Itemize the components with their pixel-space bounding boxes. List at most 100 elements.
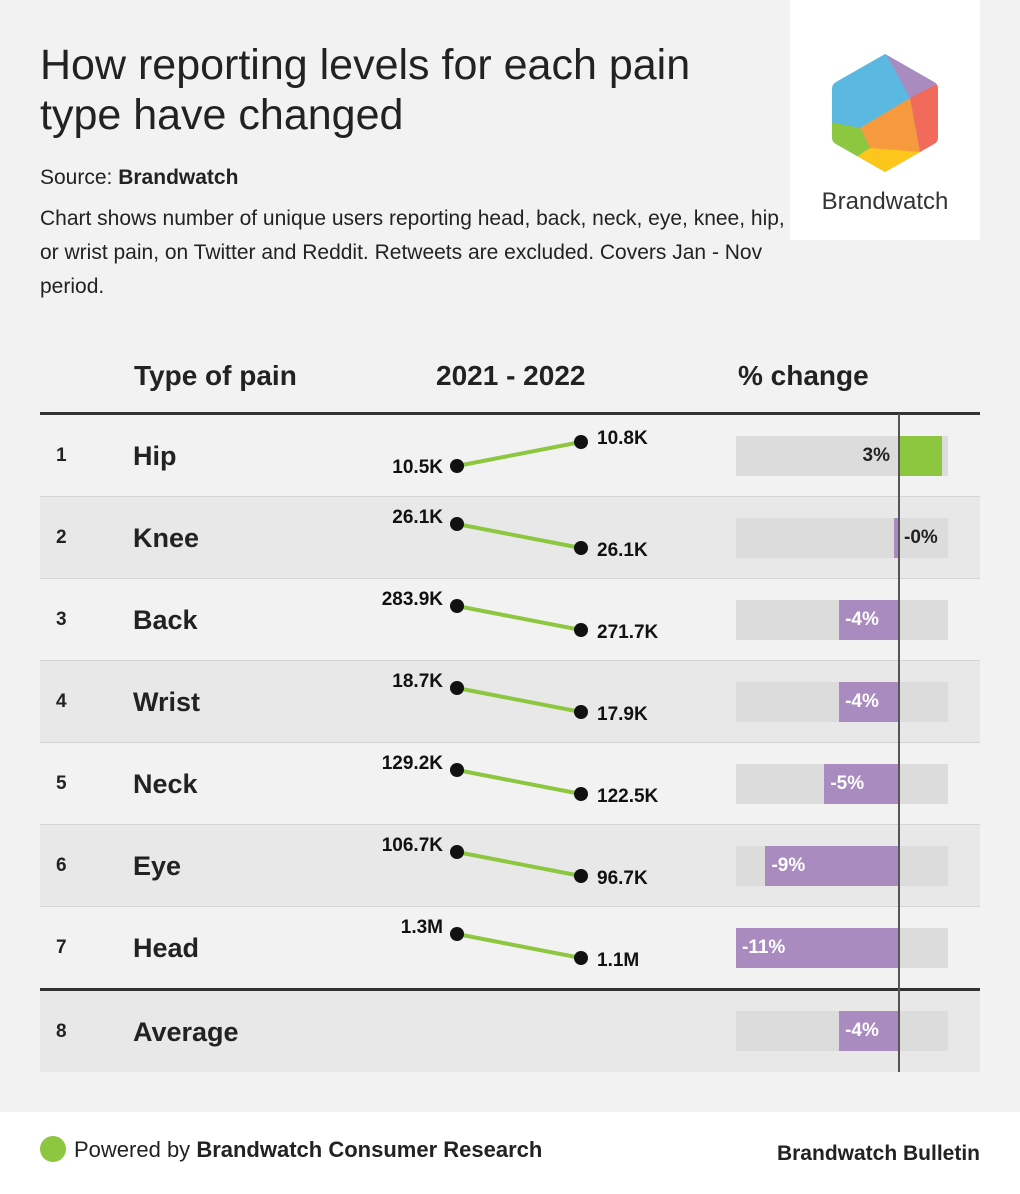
pain-type-label: Hip <box>133 441 177 471</box>
slope-line <box>456 686 582 714</box>
row-rank: 5 <box>56 773 67 794</box>
value-2021-label: 283.9K <box>382 589 444 610</box>
point-2021 <box>450 763 464 777</box>
bulletin-label: Brandwatch Bulletin <box>776 1142 980 1165</box>
green-dot-icon <box>40 1136 66 1162</box>
pct-bar <box>898 436 943 476</box>
point-2021 <box>450 845 464 859</box>
point-2021 <box>450 599 464 613</box>
header-type-of-pain: Type of pain <box>134 360 297 391</box>
pain-type-label: Wrist <box>133 687 201 717</box>
slope-chart: 129.2K 122.5K <box>382 753 659 807</box>
value-2022-label: 96.7K <box>597 868 648 889</box>
pct-label: -9% <box>771 855 806 876</box>
pct-bar <box>765 846 898 886</box>
row-rank: 2 <box>56 527 67 548</box>
pain-type-label: Head <box>133 933 200 963</box>
chart-description: Chart shows number of unique users repor… <box>40 207 785 298</box>
value-2022-label: 122.5K <box>597 786 659 807</box>
slope-line <box>456 604 582 632</box>
value-2022-label: 26.1K <box>597 540 648 561</box>
slope-line <box>456 850 582 878</box>
pct-bar <box>839 600 898 640</box>
point-2021 <box>450 927 464 941</box>
row-divider <box>40 496 980 497</box>
pain-type-label: Neck <box>133 769 198 799</box>
slope-chart: 26.1K 26.1K <box>392 507 648 561</box>
pct-label: 3% <box>862 445 890 466</box>
average-label: Average <box>133 1017 239 1047</box>
pct-label: -5% <box>830 773 865 794</box>
point-2022 <box>574 435 588 449</box>
source-line: Source: Brandwatch <box>40 166 238 190</box>
slope-line <box>456 768 582 796</box>
row-rank: 7 <box>56 937 67 958</box>
slope-line <box>456 932 582 960</box>
table-row: 1 Hip 10.5K 10.8K 3% <box>40 415 980 497</box>
slope-chart: 10.5K 10.8K <box>392 428 648 478</box>
source-name: Brandwatch <box>118 166 239 189</box>
powered-by: Powered by Brandwatch Consumer Research <box>74 1137 542 1163</box>
average-rule <box>40 988 980 991</box>
pct-label: -4% <box>845 609 879 630</box>
pct-bar <box>839 1011 898 1051</box>
row-rank: 1 <box>56 445 67 466</box>
point-2022 <box>574 951 588 965</box>
value-2021-label: 26.1K <box>392 507 443 528</box>
slope-chart: 106.7K 96.7K <box>382 835 648 889</box>
pct-track: -4% <box>736 1011 948 1051</box>
pct-bar <box>893 518 898 558</box>
table-top-rule <box>40 412 980 415</box>
row-divider <box>40 578 980 579</box>
zero-line <box>898 414 900 1072</box>
value-2021-label: 1.3M <box>401 917 443 938</box>
table-row: 4 Wrist 18.7K 17.9K -4% <box>40 661 980 743</box>
pct-track: -9% <box>736 846 948 886</box>
header-years: 2021 - 2022 <box>436 360 586 391</box>
table-row: 2 Knee 26.1K 26.1K -0% <box>40 497 980 579</box>
point-2022 <box>574 869 588 883</box>
pct-bar <box>839 682 898 722</box>
value-2021-label: 10.5K <box>392 457 443 478</box>
pain-type-label: Eye <box>133 851 182 881</box>
table-row: 7 Head 1.3M 1.1M -11% <box>40 907 980 989</box>
value-2021-label: 18.7K <box>392 671 443 692</box>
point-2021 <box>450 459 464 473</box>
pct-track: -5% <box>736 764 948 804</box>
source-label: Source: <box>40 166 113 189</box>
pct-track: 3% <box>736 436 948 476</box>
pct-label: -11% <box>742 937 786 958</box>
value-2022-label: 271.7K <box>597 622 659 643</box>
chart-title: How reporting levels for each pain type … <box>40 41 691 139</box>
point-2021 <box>450 517 464 531</box>
pct-label: -4% <box>845 1020 879 1041</box>
point-2022 <box>574 541 588 555</box>
value-2022-label: 17.9K <box>597 704 648 725</box>
pct-track: -4% <box>736 600 948 640</box>
powered-by-brand: Brandwatch Consumer Research <box>196 1137 543 1162</box>
table-row: 3 Back 283.9K 271.7K -4% <box>40 579 980 661</box>
pct-bar <box>824 764 898 804</box>
average-rank: 8 <box>56 1021 67 1042</box>
point-2022 <box>574 705 588 719</box>
row-rank: 3 <box>56 609 67 630</box>
footer: Powered by Brandwatch Consumer Research … <box>0 1112 1020 1194</box>
pct-track: -4% <box>736 682 948 722</box>
point-2022 <box>574 623 588 637</box>
row-divider <box>40 742 980 743</box>
value-2022-label: 1.1M <box>597 950 639 971</box>
point-2022 <box>574 787 588 801</box>
pain-type-label: Knee <box>133 523 200 553</box>
logo-wordmark: Brandwatch <box>821 188 949 215</box>
pct-track: -11% <box>736 928 948 968</box>
table-row: 5 Neck 129.2K 122.5K -5% <box>40 743 980 825</box>
value-2022-label: 10.8K <box>597 428 648 449</box>
pct-track: -0% <box>736 518 948 558</box>
pain-type-label: Back <box>133 605 198 635</box>
value-2021-label: 129.2K <box>382 753 444 774</box>
pct-label: -4% <box>845 691 879 712</box>
row-rank: 4 <box>56 691 67 712</box>
slope-chart: 283.9K 271.7K <box>382 589 659 643</box>
powered-by-prefix: Powered by <box>74 1137 191 1162</box>
slope-chart: 1.3M 1.1M <box>401 917 640 971</box>
